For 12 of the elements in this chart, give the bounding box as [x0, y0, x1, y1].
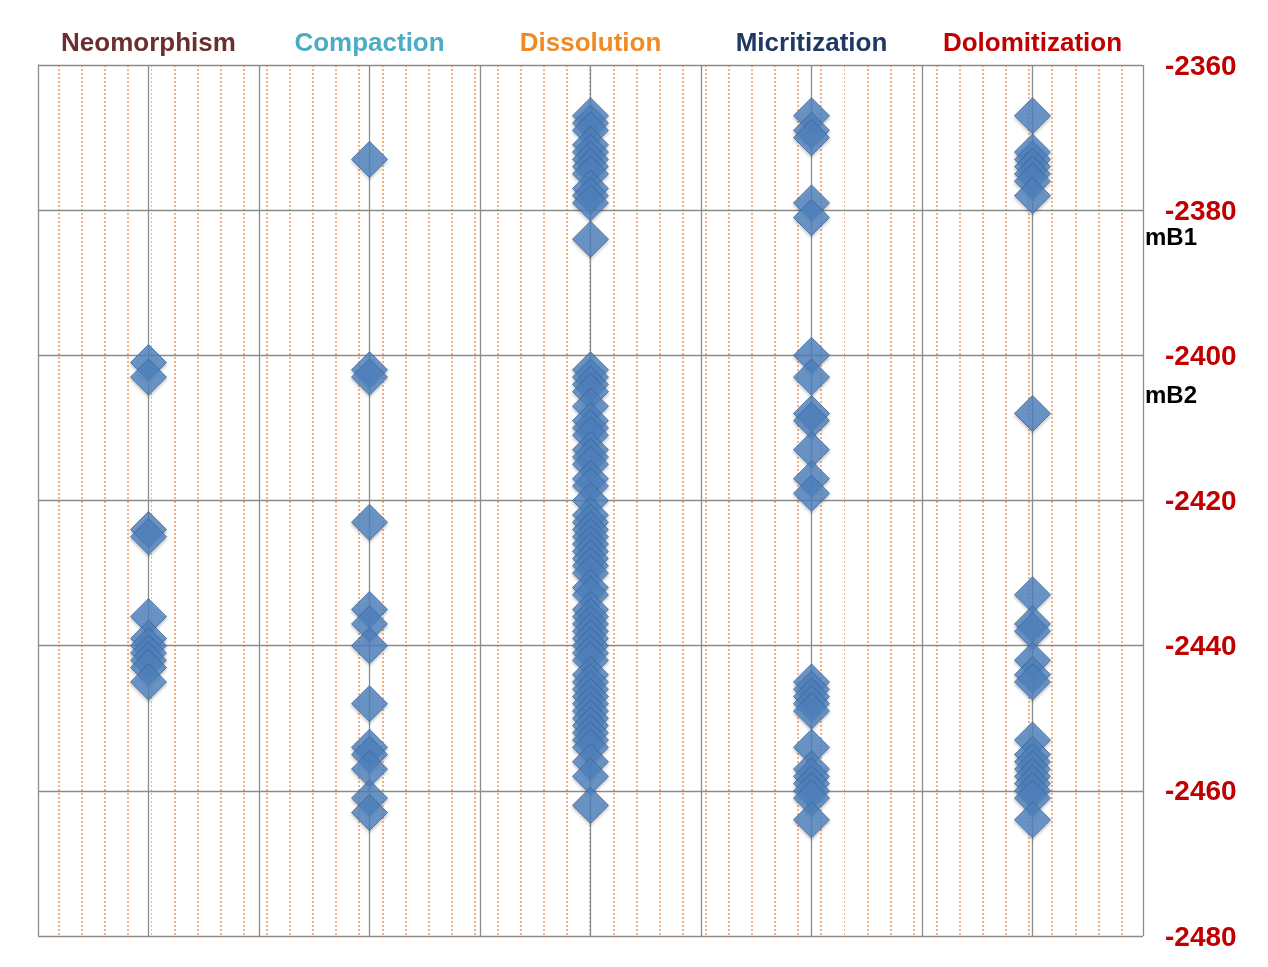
y-tick-label: -2420	[1165, 485, 1237, 516]
x-tick-label: Dissolution	[519, 27, 662, 57]
x-tick-label: Neomorphism	[61, 27, 236, 57]
x-tick-label: Micritization	[735, 27, 888, 57]
y-tick-label: -2400	[1165, 339, 1237, 371]
y-tick-label: -2460	[1165, 775, 1237, 807]
y-tick-label: -2440	[1165, 630, 1237, 662]
x-tick-label: Dolomitization	[942, 27, 1123, 57]
text: mB2	[1145, 381, 1198, 409]
y-tick-label: -2360	[1165, 49, 1237, 81]
x-tick-label: Compaction	[294, 27, 445, 57]
y-tick-label: -2480	[1165, 920, 1237, 952]
